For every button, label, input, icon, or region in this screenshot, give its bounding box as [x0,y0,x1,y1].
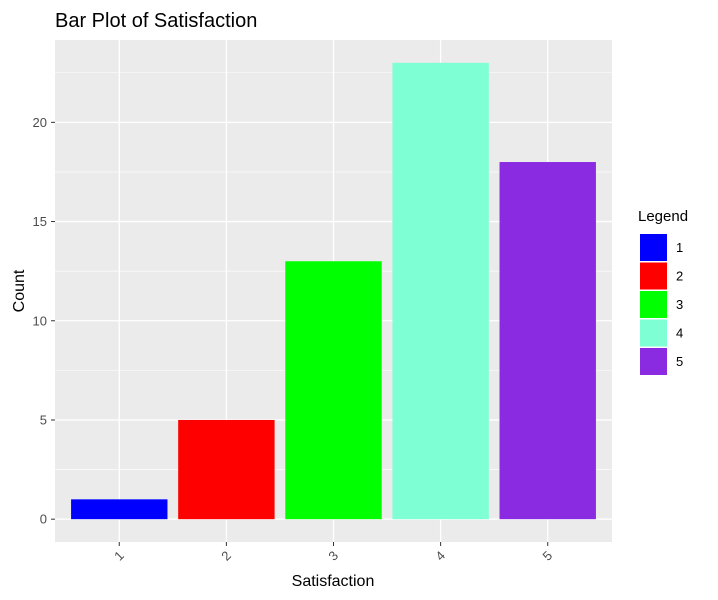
y-tick-label: 20 [33,115,47,130]
y-tick-label: 10 [33,313,47,328]
y-tick-label: 5 [40,412,47,427]
legend-label: 2 [676,269,683,284]
bar-3 [285,261,382,520]
legend: 1 2 3 4 5 [640,234,683,375]
legend-swatch-2 [640,262,667,290]
bar-1 [71,499,168,520]
bars [71,62,596,520]
legend-swatch-4 [640,319,667,347]
y-tick-label: 15 [33,214,47,229]
legend-label: 3 [676,297,683,312]
legend-label: 5 [676,354,683,369]
y-axis-ticks: 0 5 10 15 20 [33,115,55,527]
legend-label: 4 [676,326,683,341]
y-axis-title: Count [11,269,28,312]
bar-2 [178,419,275,520]
x-tick-label: 3 [325,548,341,564]
x-axis-title: Satisfaction [292,573,375,590]
legend-label: 1 [676,240,683,255]
legend-swatch-5 [640,348,667,375]
y-tick-label: 0 [40,512,47,527]
bar-5 [499,162,596,520]
x-axis-ticks: 1 2 3 4 5 [111,542,555,564]
chart-title: Bar Plot of Satisfaction [55,10,257,32]
x-tick-label: 2 [218,548,234,564]
legend-title: Legend [638,208,688,225]
x-tick-label: 1 [111,548,127,564]
x-tick-label: 4 [432,548,448,564]
legend-swatch-3 [640,291,667,318]
x-tick-label: 5 [540,548,556,564]
legend-swatch-1 [640,234,667,261]
bar-4 [392,62,489,520]
